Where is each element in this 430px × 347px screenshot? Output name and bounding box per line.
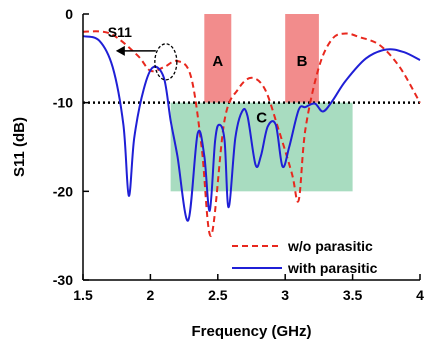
band-label-c: C (256, 110, 267, 127)
series-layer (82, 30, 421, 237)
s11-annotation: S11 (108, 24, 178, 81)
ticks-layer: 1.5 2 2.5 3 3.5 4 0 -10 -20 -30 (53, 6, 424, 303)
y-tick-label: -30 (53, 272, 73, 288)
y-tick-label: -10 (53, 95, 73, 111)
annotation-ellipse (154, 43, 178, 81)
series-line-without-parasitic (82, 30, 421, 237)
y-axis-title: S11 (dB) (11, 117, 28, 177)
y-tick-label: -20 (53, 183, 73, 199)
x-tick-label: 1.5 (73, 287, 93, 303)
x-tick-label: 4 (416, 287, 424, 303)
x-tick-label: 3 (281, 287, 289, 303)
annotation-label: S11 (108, 24, 132, 40)
x-tick-label: 2 (147, 287, 155, 303)
band-label-a: A (212, 53, 223, 70)
x-tick-label: 2.5 (208, 287, 228, 303)
series-line-with-parasitic (82, 35, 421, 222)
legend-label: with parasitic (287, 260, 378, 276)
left-arrow-icon (115, 45, 125, 56)
legend-label: w/o parasitic (287, 238, 373, 254)
axes-layer (82, 14, 420, 281)
x-tick-label: 3.5 (343, 287, 363, 303)
legend: w/o parasitic with parasitic (232, 238, 378, 276)
regions-layer: A B C (170, 14, 353, 192)
band-a (204, 14, 232, 103)
x-axis-title: Frequency (GHz) (191, 323, 311, 340)
band-label-b: B (297, 53, 308, 70)
y-tick-label: 0 (65, 6, 73, 22)
